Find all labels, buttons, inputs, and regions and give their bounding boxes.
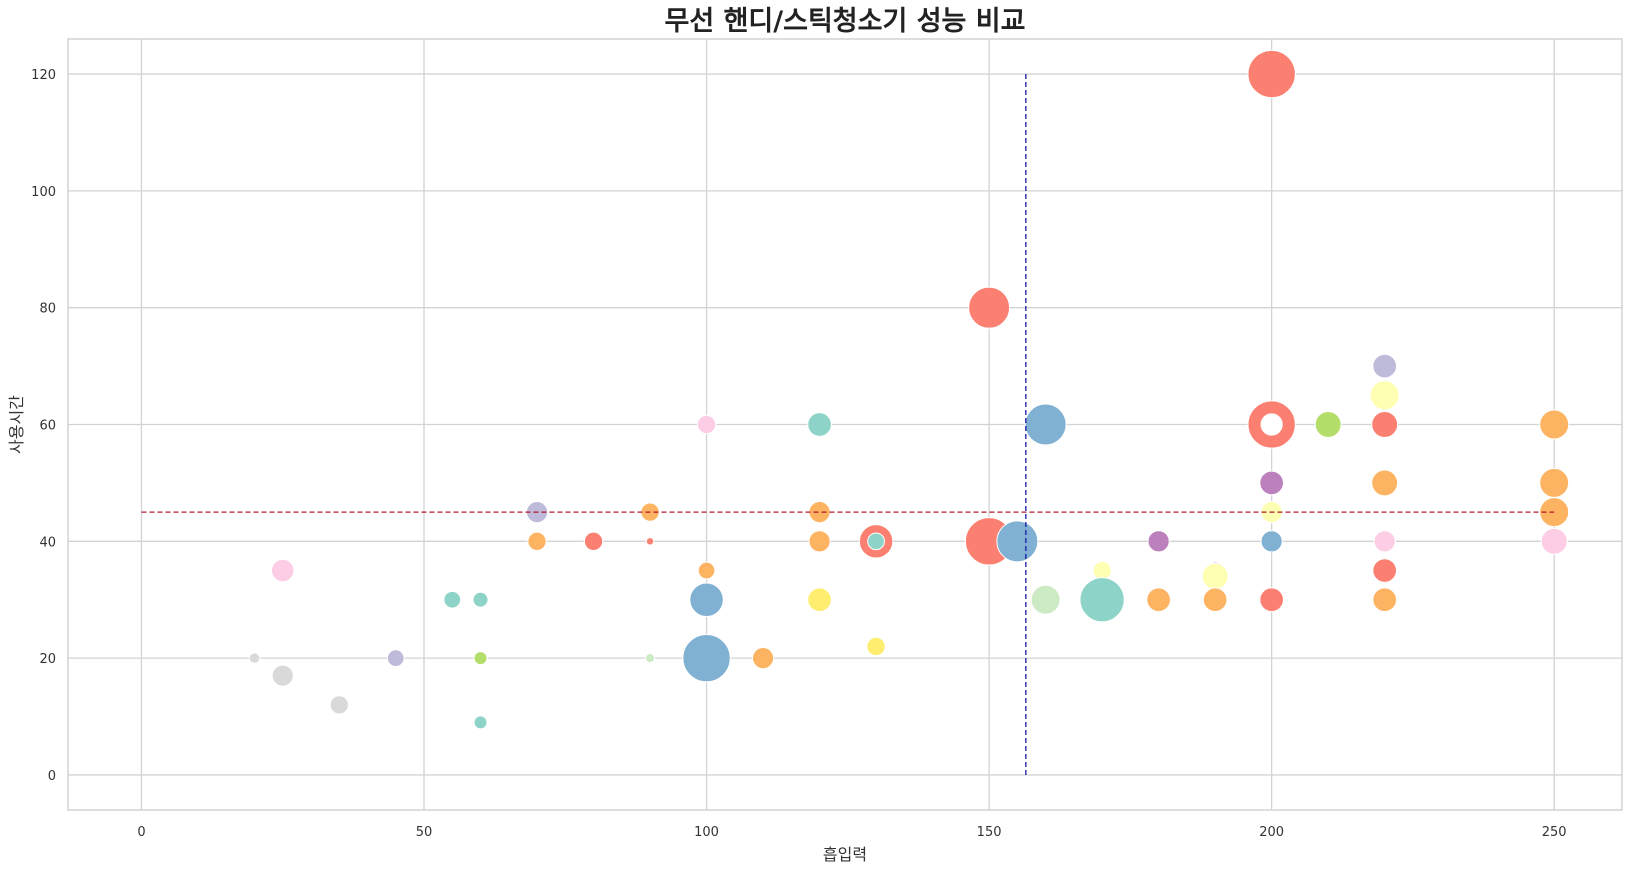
- data-point: [248, 652, 261, 664]
- data-point: [682, 633, 731, 683]
- data-point: [1259, 470, 1284, 496]
- data-point: [1146, 587, 1171, 613]
- data-point: [1369, 380, 1400, 411]
- y-tick-label: 120: [31, 68, 56, 83]
- x-tick-label: 150: [977, 825, 1002, 840]
- data-point: [1147, 530, 1170, 553]
- x-tick-label: 0: [137, 825, 145, 840]
- data-point: [271, 558, 295, 583]
- data-point: [1372, 587, 1397, 613]
- x-tick-label: 250: [1542, 825, 1567, 840]
- data-point: [1540, 527, 1568, 555]
- data-point: [1092, 560, 1112, 581]
- data-point: [645, 537, 655, 546]
- reference-lines: [141, 74, 1555, 775]
- data-point: [443, 590, 462, 609]
- y-tick-label: 100: [31, 185, 56, 200]
- y-tick-label: 40: [39, 535, 56, 550]
- data-point: [527, 531, 547, 551]
- x-tick-label: 200: [1259, 825, 1284, 840]
- data-point: [1372, 353, 1397, 379]
- y-axis-label: 사용시간: [7, 395, 26, 454]
- data-point: [1314, 411, 1342, 438]
- y-tick-label: 20: [39, 652, 56, 667]
- data-point: [807, 587, 832, 613]
- data-point: [866, 636, 886, 657]
- data-point: [1247, 49, 1296, 99]
- data-point: [968, 286, 1011, 329]
- data-point: [271, 664, 294, 687]
- data-point: [473, 715, 488, 730]
- data-point: [644, 653, 656, 664]
- chart-title: 무선 핸디/스틱청소기 성능 비교: [665, 6, 1026, 37]
- data-point: [1260, 530, 1283, 553]
- x-axis-label: 흡입력: [823, 845, 867, 864]
- data-point: [472, 591, 489, 608]
- data-point: [329, 695, 349, 715]
- y-tick-label: 60: [39, 419, 56, 434]
- data-point: [1371, 411, 1399, 438]
- x-tick-label: 100: [694, 825, 719, 840]
- plot-frame: [67, 38, 1623, 811]
- data-point: [1539, 467, 1570, 498]
- data-point: [867, 532, 885, 551]
- data-point: [697, 561, 716, 580]
- data-point: [1024, 403, 1067, 446]
- data-point: [473, 651, 488, 666]
- data-point: [696, 414, 717, 435]
- data-point: [583, 531, 604, 551]
- data-point: [996, 520, 1039, 563]
- y-tick-label: 0: [48, 769, 56, 784]
- data-point: [689, 582, 724, 617]
- data-point: [1371, 469, 1399, 497]
- data-point: [1260, 413, 1283, 436]
- tick-labels: 0 50 100 150 200 250 0 20 40 60 80 100 120: [31, 68, 1566, 840]
- data-point: [1373, 530, 1396, 553]
- y-tick-label: 80: [39, 302, 56, 317]
- data-point: [751, 647, 775, 670]
- data-point: [1030, 584, 1061, 615]
- data-point: [1372, 558, 1397, 583]
- data-point: [1539, 497, 1570, 528]
- data-point: [1259, 587, 1284, 613]
- points-layer: [248, 49, 1570, 730]
- data-point: [808, 501, 831, 524]
- data-point: [1079, 577, 1125, 623]
- data-point: [1202, 587, 1228, 613]
- data-point: [386, 649, 405, 668]
- data-point: [807, 412, 832, 437]
- x-tick-label: 50: [416, 825, 433, 840]
- data-point: [1201, 562, 1229, 590]
- data-point: [1539, 409, 1570, 440]
- data-point: [808, 530, 831, 553]
